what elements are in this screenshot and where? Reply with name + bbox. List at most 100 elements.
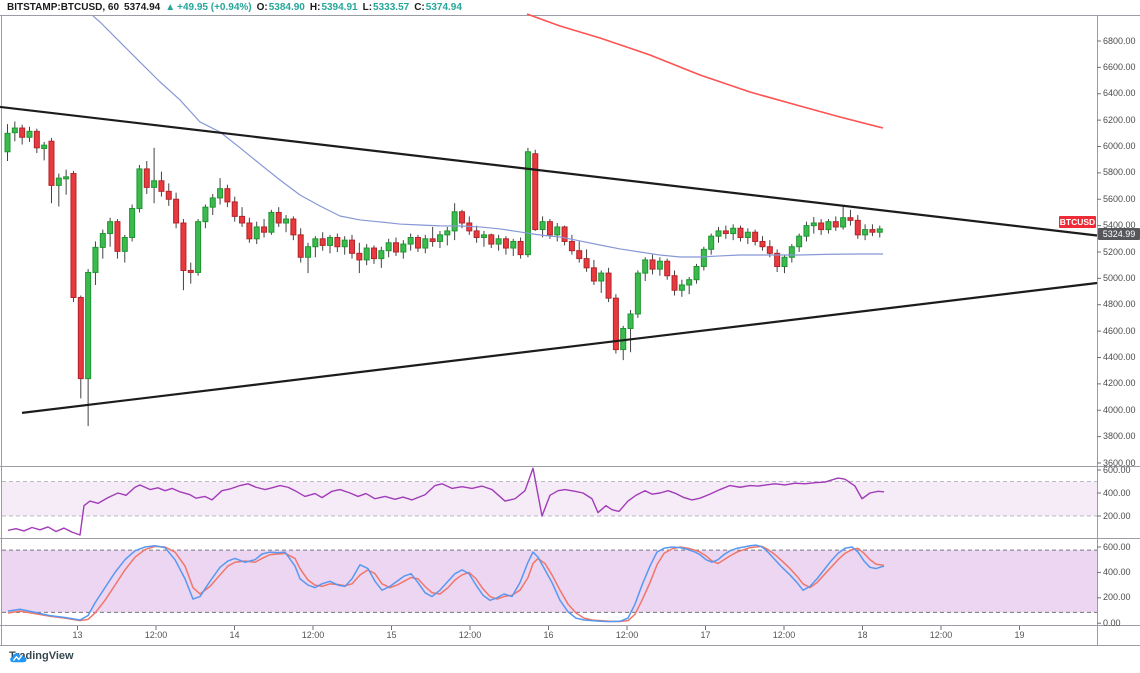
candle-body bbox=[202, 206, 209, 223]
candle-body bbox=[722, 230, 729, 235]
candle-body bbox=[11, 127, 18, 134]
change-arrow-icon: ▲ bbox=[165, 2, 176, 13]
candle-body bbox=[334, 236, 341, 248]
candle-body bbox=[209, 197, 216, 208]
candle-body bbox=[524, 151, 531, 256]
candle-body bbox=[458, 211, 465, 224]
candle-body bbox=[114, 221, 121, 252]
candle-body bbox=[283, 218, 290, 224]
candle-body bbox=[173, 198, 180, 224]
candle-body bbox=[590, 267, 597, 282]
candle-body bbox=[224, 188, 231, 203]
candle-body bbox=[422, 238, 429, 249]
candle-body bbox=[63, 176, 70, 180]
high-value: 5394.91 bbox=[321, 2, 358, 13]
candle-body bbox=[818, 222, 825, 231]
candle-body bbox=[774, 252, 781, 268]
candle-body bbox=[480, 234, 487, 238]
ma-red-line bbox=[526, 13, 884, 129]
tradingview-branding[interactable]: TradingView bbox=[9, 650, 74, 663]
high-label: H: bbox=[309, 2, 321, 13]
candle-body bbox=[444, 230, 451, 236]
candle-body bbox=[26, 130, 33, 138]
candle-body bbox=[854, 219, 861, 236]
candle-body bbox=[246, 222, 253, 240]
candle-body bbox=[627, 313, 634, 329]
candle-body bbox=[840, 217, 847, 228]
candle-body bbox=[392, 242, 399, 253]
candle-body bbox=[77, 296, 84, 380]
candle-body bbox=[99, 233, 106, 248]
candle-body bbox=[85, 271, 92, 380]
candle-body bbox=[349, 239, 356, 254]
candle-body bbox=[510, 240, 517, 249]
candle-body bbox=[151, 180, 158, 188]
last-price: 5374.94 bbox=[124, 2, 161, 13]
candle-body bbox=[810, 222, 817, 227]
candle-body bbox=[19, 127, 26, 138]
candle-body bbox=[781, 256, 788, 268]
chart-legend: BITSTAMP:BTCUSD, 60 5374.94 ▲ +49.95 (+0… bbox=[7, 1, 462, 14]
candle-body bbox=[862, 229, 869, 236]
candle-body bbox=[239, 215, 246, 224]
candle-body bbox=[275, 211, 282, 224]
candle-body bbox=[664, 260, 671, 277]
candle-body bbox=[290, 218, 297, 236]
candle-body bbox=[598, 272, 605, 282]
candle-body bbox=[796, 235, 803, 248]
indicator2-band bbox=[2, 550, 1097, 613]
candle-body bbox=[371, 247, 377, 260]
candle-body bbox=[327, 236, 334, 246]
candle-body bbox=[803, 225, 810, 237]
candle-body bbox=[656, 260, 663, 270]
candle-body bbox=[48, 140, 55, 186]
candle-body bbox=[869, 229, 876, 233]
candle-body bbox=[473, 230, 480, 238]
candle-body bbox=[561, 226, 568, 242]
close-label: C: bbox=[414, 2, 425, 13]
candle-body bbox=[766, 246, 773, 254]
candle-body bbox=[319, 238, 326, 246]
candle-body bbox=[312, 238, 319, 248]
candle-body bbox=[297, 234, 304, 258]
candle-body bbox=[143, 168, 150, 188]
tradingview-logo-icon bbox=[10, 653, 27, 663]
candle-body bbox=[532, 153, 539, 231]
indicator2-signal-line bbox=[7, 545, 885, 623]
candle-body bbox=[121, 236, 128, 252]
candle-body bbox=[642, 259, 649, 274]
candle-body bbox=[752, 231, 759, 242]
candle-body bbox=[502, 238, 509, 249]
candle-body bbox=[634, 272, 641, 315]
candle-body bbox=[363, 247, 370, 261]
trendline-upper bbox=[0, 105, 1098, 237]
candle-body bbox=[788, 246, 795, 258]
candle-body bbox=[385, 242, 392, 252]
candle-body bbox=[136, 168, 143, 209]
candle-body bbox=[488, 234, 495, 245]
candle-body bbox=[576, 250, 583, 260]
candle-body bbox=[187, 269, 194, 273]
candle-body bbox=[568, 240, 575, 252]
indicator1-line bbox=[7, 467, 885, 536]
candle-body bbox=[436, 234, 443, 242]
candle-body bbox=[305, 246, 312, 258]
candle-body bbox=[554, 226, 561, 236]
candle-body bbox=[180, 222, 187, 271]
candle-body bbox=[686, 279, 693, 286]
candle-body bbox=[495, 238, 502, 245]
candle-body bbox=[730, 227, 737, 235]
candle-body bbox=[744, 231, 751, 238]
change-value: +49.95 (+0.94%) bbox=[177, 2, 252, 13]
candle-body bbox=[261, 226, 268, 233]
candle-body bbox=[41, 144, 48, 149]
candle-body bbox=[671, 275, 678, 291]
candle-body bbox=[341, 239, 348, 248]
candle-body bbox=[517, 240, 524, 256]
candle-body bbox=[737, 227, 744, 238]
low-value: 5333.57 bbox=[373, 2, 410, 13]
candle-body bbox=[400, 243, 407, 253]
candle-body bbox=[4, 132, 11, 153]
